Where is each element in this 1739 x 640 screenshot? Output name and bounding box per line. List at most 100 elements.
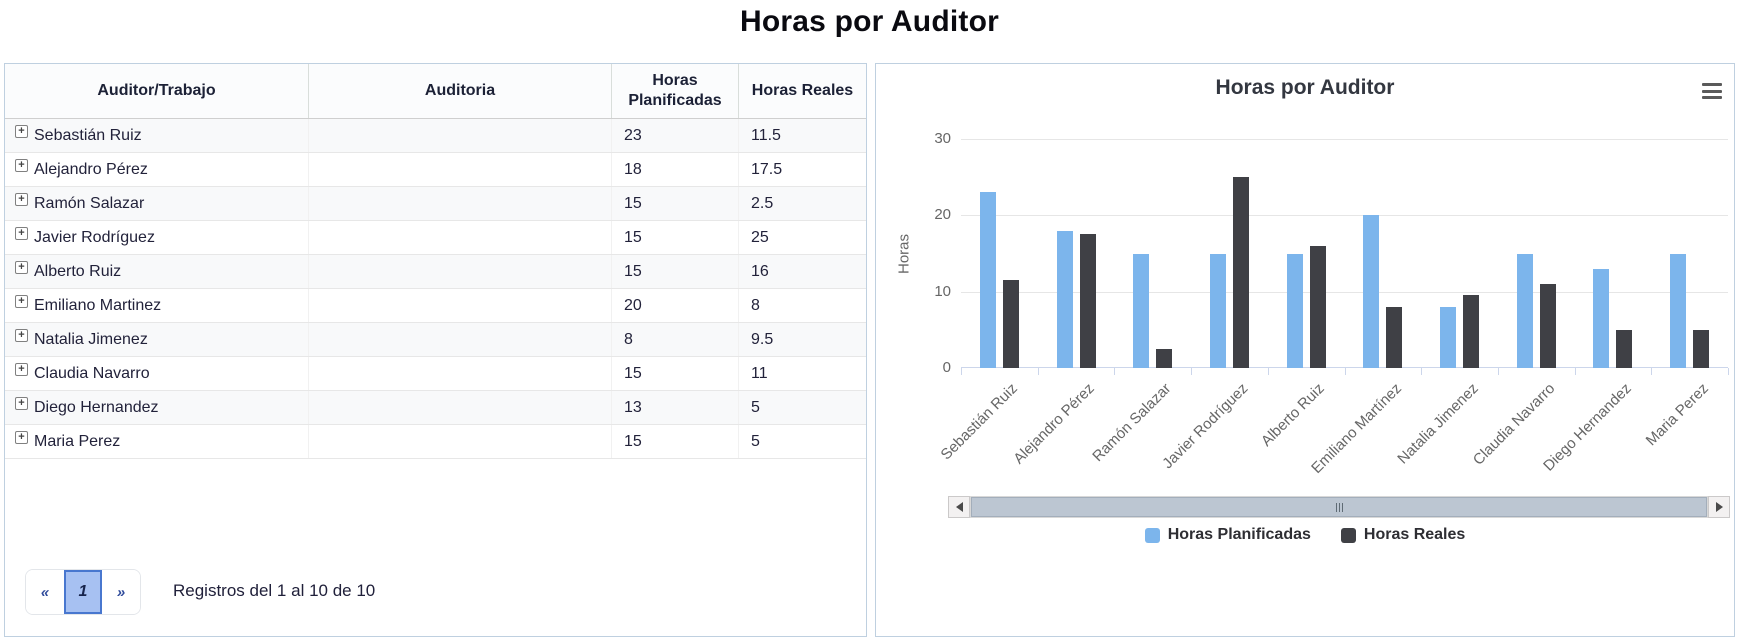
horas-planificadas-cell: 23 — [612, 119, 739, 152]
legend-label: Horas Planificadas — [1167, 526, 1311, 543]
scrollbar-track[interactable] — [970, 496, 1708, 518]
x-axis-tick — [1574, 368, 1576, 375]
scrollbar-left-arrow[interactable] — [948, 496, 970, 518]
table-row: + Diego Hernandez 13 5 — [5, 391, 866, 425]
y-axis-title: Horas — [895, 233, 913, 275]
auditor-cell: + Ramón Salazar — [5, 187, 309, 220]
x-axis-tick — [1421, 368, 1423, 375]
expand-row-icon[interactable]: + — [15, 125, 28, 138]
auditor-name: Claudia Navarro — [34, 364, 150, 382]
bar-horas-planificadas — [1593, 268, 1610, 368]
auditor-name: Ramón Salazar — [34, 194, 145, 212]
horas-planificadas-cell: 18 — [612, 153, 739, 186]
thumb-grip — [1341, 502, 1343, 512]
bar-horas-reales — [1693, 329, 1710, 368]
table-row: + Javier Rodríguez 15 25 — [5, 221, 866, 255]
y-axis-tick-label: 10 — [934, 282, 951, 300]
horas-reales-cell: 2.5 — [751, 194, 774, 212]
bar-horas-planificadas — [1209, 253, 1226, 368]
auditors-table-panel: Auditor/Trabajo Auditoria Horas Planific… — [4, 63, 867, 637]
auditor-name: Maria Perez — [34, 432, 121, 450]
expand-row-icon[interactable]: + — [15, 159, 28, 172]
table-row: + Natalia Jimenez 8 9.5 — [5, 323, 866, 357]
auditor-cell: + Alberto Ruiz — [5, 255, 309, 288]
bar-horas-planificadas — [1363, 215, 1380, 368]
bar-horas-reales — [1386, 306, 1403, 368]
thumb-grip — [1338, 502, 1340, 512]
scrollbar-thumb[interactable] — [971, 497, 1707, 517]
expand-row-icon[interactable]: + — [15, 193, 28, 206]
scrollbar-right-arrow[interactable] — [1708, 496, 1730, 518]
x-axis-tick — [1037, 368, 1039, 375]
chart-title: Horas por Auditor — [1215, 76, 1395, 99]
expand-row-icon[interactable]: + — [15, 261, 28, 274]
bar-horas-planificadas — [1670, 253, 1687, 368]
column-header-auditoria: Auditoria — [309, 64, 612, 118]
legend-item-horas-reales[interactable]: Horas Reales — [1340, 526, 1465, 544]
auditoria-cell — [309, 153, 612, 186]
menu-bar — [1702, 83, 1722, 86]
horas-planificadas-cell: 15 — [612, 357, 739, 390]
bar-horas-reales — [1002, 280, 1019, 368]
x-axis-tick — [961, 368, 962, 375]
horas-planificadas-cell: 15 — [612, 255, 739, 288]
horas-reales-cell: 8 — [751, 296, 760, 314]
expand-row-icon[interactable]: + — [15, 329, 28, 342]
x-axis-category-label: Javier Rodríguez — [1159, 380, 1252, 473]
x-axis-category-label: Natalia Jimenez — [1394, 380, 1482, 468]
page-title: Horas por Auditor — [740, 5, 999, 38]
table-row: + Alejandro Pérez 18 17.5 — [5, 153, 866, 187]
auditoria-cell — [309, 221, 612, 254]
pagination-next-button[interactable]: » — [102, 570, 140, 614]
auditor-cell: + Diego Hernandez — [5, 391, 309, 424]
bar-horas-reales — [1309, 245, 1326, 368]
pagination-prev-button[interactable]: « — [26, 570, 64, 614]
expand-row-icon[interactable]: + — [15, 397, 28, 410]
auditor-cell: + Alejandro Pérez — [5, 153, 309, 186]
bar-horas-reales — [1079, 234, 1096, 368]
auditor-name: Emiliano Martinez — [34, 296, 162, 314]
bar-horas-reales — [1616, 329, 1633, 368]
menu-bar — [1702, 96, 1722, 99]
auditor-name: Alejandro Pérez — [34, 160, 148, 178]
horas-planificadas-cell: 20 — [612, 289, 739, 322]
pagination-page-1-button[interactable]: 1 — [64, 570, 102, 614]
auditor-cell: + Claudia Navarro — [5, 357, 309, 390]
table-header-row: Auditor/Trabajo Auditoria Horas Planific… — [5, 64, 866, 119]
chart-plot-area: 0 10 20 30 Sebastián Ruiz Alejandro Pérez Ramó… — [934, 130, 1729, 477]
horas-planificadas-cell: 15 — [612, 187, 739, 220]
y-axis-tick-label: 30 — [934, 130, 951, 147]
bar-horas-planificadas — [1440, 306, 1457, 368]
chart-context-menu-icon[interactable] — [1702, 83, 1722, 99]
expand-row-icon[interactable]: + — [15, 431, 28, 444]
expand-row-icon[interactable]: + — [15, 227, 28, 240]
expand-row-icon[interactable]: + — [15, 295, 28, 308]
bar-horas-planificadas — [1056, 230, 1073, 368]
bar-horas-reales — [1156, 348, 1173, 368]
pagination: « 1 » — [25, 569, 141, 615]
horas-reales-cell: 17.5 — [751, 160, 783, 178]
bar-horas-planificadas — [1133, 253, 1150, 368]
horas-reales-cell: 11.5 — [751, 126, 781, 144]
auditoria-cell — [309, 255, 612, 288]
left-arrow-icon — [955, 502, 963, 512]
auditor-cell: + Maria Perez — [5, 425, 309, 458]
auditor-cell: + Emiliano Martinez — [5, 289, 309, 322]
auditoria-cell — [309, 187, 612, 220]
legend-swatch — [1340, 527, 1356, 543]
legend-item-horas-planificadas[interactable]: Horas Planificadas — [1144, 526, 1311, 544]
x-axis-category-label: Claudia Navarro — [1469, 380, 1559, 469]
table-body: + Sebastián Ruiz 23 11.5 + Alejandro Pérez 18 1… — [5, 119, 866, 459]
table-row: + Ramón Salazar 15 2.5 — [5, 187, 866, 221]
menu-bar — [1702, 89, 1722, 93]
auditor-cell: + Natalia Jimenez — [5, 323, 309, 356]
auditor-name: Alberto Ruiz — [34, 262, 122, 280]
horas-planificadas-cell: 13 — [612, 391, 739, 424]
x-axis-tick — [1267, 368, 1269, 375]
auditoria-cell — [309, 289, 612, 322]
bar-horas-planificadas — [1516, 253, 1533, 368]
auditor-name: Sebastián Ruiz — [34, 126, 142, 144]
column-header-horas-reales: Horas Reales — [751, 82, 854, 99]
expand-row-icon[interactable]: + — [15, 363, 28, 376]
auditor-name: Javier Rodríguez — [34, 228, 155, 246]
